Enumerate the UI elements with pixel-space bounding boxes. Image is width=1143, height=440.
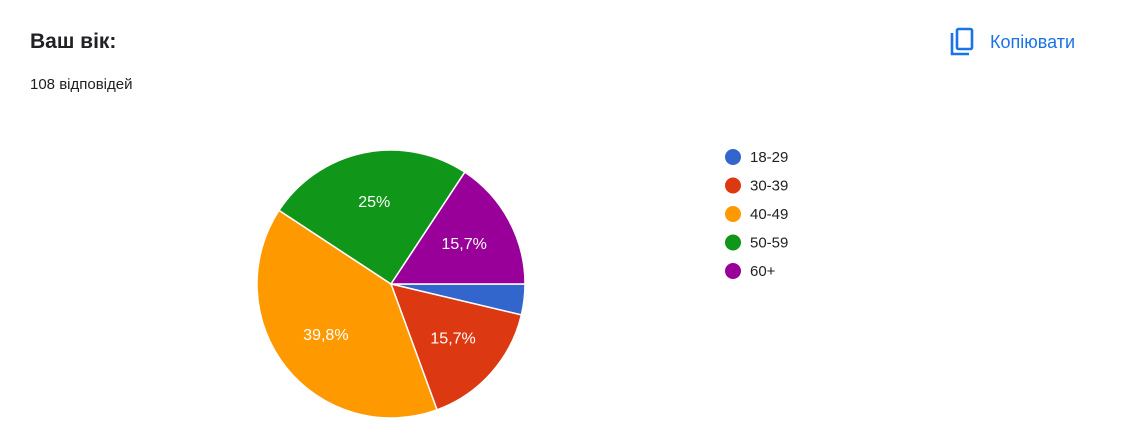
chart-subtitle: 108 відповідей [30, 76, 133, 93]
data-label: 15,7% [441, 236, 486, 253]
legend-label: 60+ [750, 263, 776, 280]
copy-button[interactable]: Копіювати [950, 26, 1075, 58]
legend-label: 50-59 [750, 234, 788, 251]
pie-slice [389, 171, 526, 285]
copy-label: Копіювати [990, 31, 1076, 52]
data-label: 15,7% [430, 330, 475, 347]
legend-label: 18-29 [750, 149, 788, 166]
legend-marker [725, 263, 741, 279]
pie-slice [389, 282, 523, 411]
legend-marker [725, 234, 741, 251]
legend-label: 40-49 [750, 206, 788, 223]
pie-slice [256, 209, 438, 419]
legend-marker [725, 149, 741, 165]
pie-slice [278, 149, 466, 286]
chart-title: Ваш вік: [30, 30, 117, 53]
legend-marker [725, 206, 741, 222]
legend-label: 30-39 [750, 177, 788, 194]
copy-icon [950, 27, 974, 56]
legend-marker [725, 177, 741, 194]
data-label: 39,8% [303, 327, 348, 344]
data-label: 25% [358, 194, 390, 211]
